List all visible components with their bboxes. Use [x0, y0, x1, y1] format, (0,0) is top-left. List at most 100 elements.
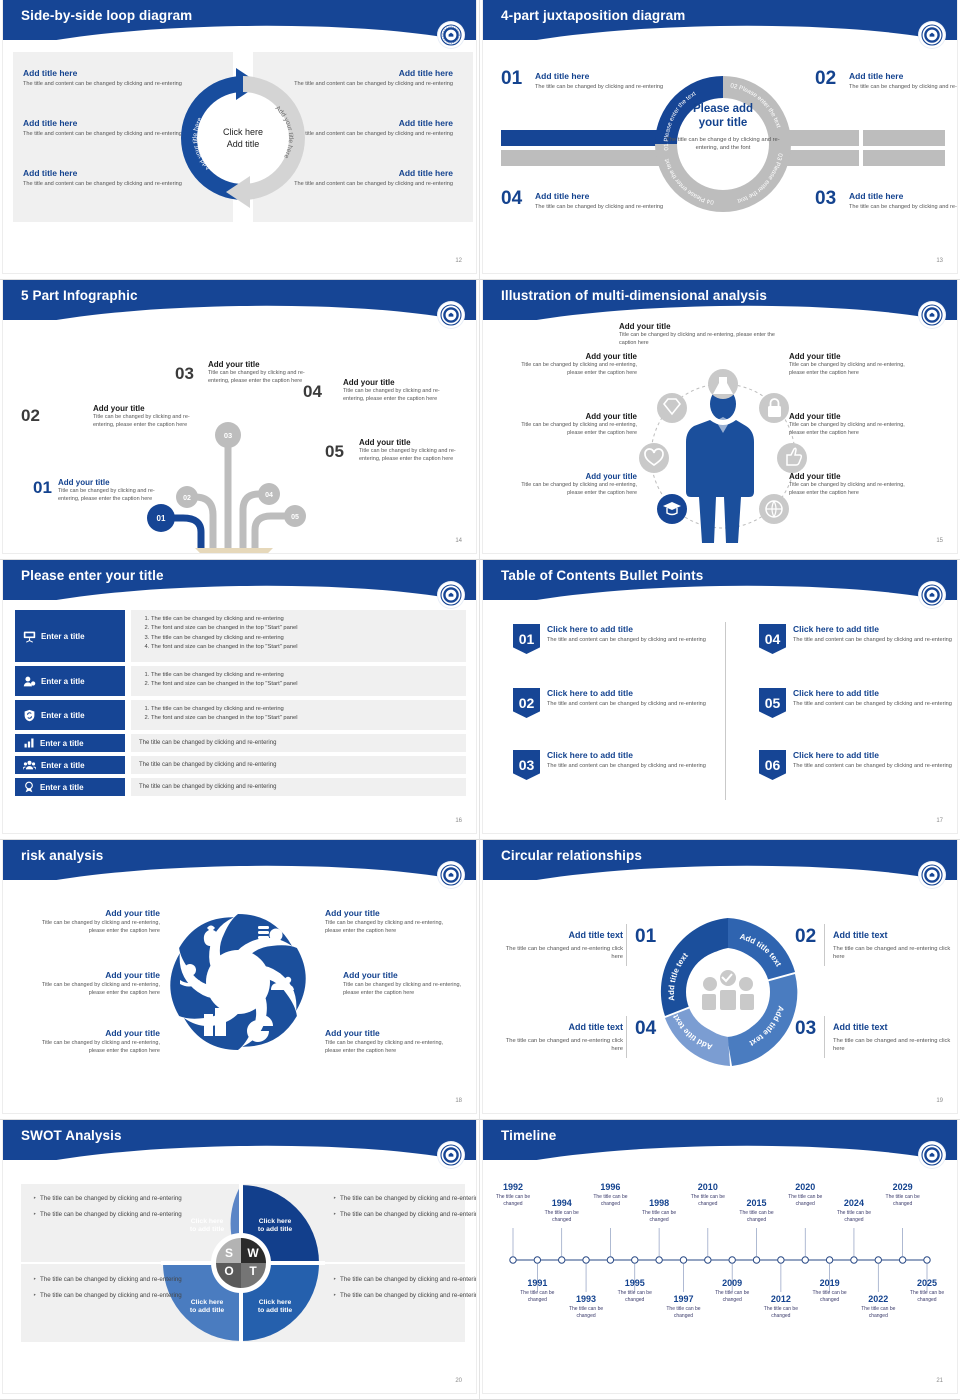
row-6[interactable]: Enter a title The title can be changed b…	[15, 778, 466, 796]
timeline-marker[interactable]	[655, 1256, 663, 1264]
item-02[interactable]: Add title text The title can be changed …	[833, 930, 957, 962]
timeline-event-above-1996[interactable]: 1996 The title can be changed	[584, 1182, 636, 1209]
item-03[interactable]: Add title text The title can be changed …	[833, 1022, 957, 1054]
timeline-marker[interactable]	[558, 1256, 566, 1264]
timeline-event-above-2020[interactable]: 2020 The title can be changed	[779, 1182, 831, 1209]
risk-item-left-2[interactable]: Add your title Title can be changed by c…	[25, 970, 160, 998]
timeline-marker[interactable]	[752, 1256, 761, 1264]
slide-5-part-infographic[interactable]: 5 Part Infographic 01 02 03 04 05 01 Add…	[0, 280, 480, 560]
timeline-event-below-2012[interactable]: 2012 The title can be changed	[755, 1294, 807, 1321]
item-01[interactable]: Add title text The title can be changed …	[493, 930, 623, 962]
timeline-marker[interactable]	[728, 1256, 736, 1264]
item-top[interactable]: Add your title Title can be changed by c…	[619, 322, 779, 348]
item-01[interactable]: Add your title Title can be changed by c…	[58, 478, 168, 504]
timeline-event-below-2009[interactable]: 2009 The title can be changed	[706, 1278, 758, 1305]
timeline-marker[interactable]	[874, 1256, 882, 1264]
timeline-event-above-1992[interactable]: 1992 The title can be changed	[487, 1182, 539, 1209]
toc-item-01[interactable]: 01 Click here to add title The title and…	[513, 624, 713, 654]
item-01[interactable]: Add title here The title can be changed …	[535, 71, 670, 91]
item-right-3[interactable]: Add your title Title can be changed by c…	[789, 472, 909, 498]
item-04[interactable]: Add title here The title can be changed …	[535, 191, 670, 211]
timeline-event-below-1997[interactable]: 1997 The title can be changed	[657, 1294, 709, 1321]
row-3[interactable]: Enter a title The title can be changed b…	[15, 700, 466, 730]
timeline-marker[interactable]	[606, 1256, 615, 1264]
item-left-3[interactable]: Add your title Title can be changed by c…	[517, 472, 637, 498]
slide-circular-relationships[interactable]: Circular relationships Add title text Ad…	[480, 840, 960, 1120]
slide-table-of-contents[interactable]: Table of Contents Bullet Points 01 Click…	[480, 560, 960, 840]
item-02[interactable]: Add title here The title can be changed …	[849, 71, 957, 91]
loop-item-right-3[interactable]: Add title here The title and content can…	[293, 168, 453, 188]
slide-4-part-juxtaposition-diagram[interactable]: 4-part juxtaposition diagram 01 Add titl…	[480, 0, 960, 280]
timeline-marker[interactable]	[825, 1256, 834, 1264]
loop-item-left-2[interactable]: Add title here The title and content can…	[23, 118, 183, 138]
timeline-marker[interactable]	[679, 1256, 688, 1264]
toc-item-03[interactable]: 03 Click here to add title The title and…	[513, 750, 713, 780]
row-1[interactable]: Enter a title The title can be changed b…	[15, 610, 466, 662]
row-2[interactable]: Enter a title The title can be changed b…	[15, 666, 466, 696]
toc-item-05[interactable]: 05 Click here to add title The title and…	[759, 688, 957, 718]
timeline-event-above-1998[interactable]: 1998 The title can be changed	[633, 1198, 685, 1225]
slide-please-enter-your-title[interactable]: Please enter your title Enter a title Th…	[0, 560, 480, 840]
swot-quadrant-top-left[interactable]: The title can be changed by clicking and…	[33, 1194, 183, 1225]
swot-quadrant-top-right[interactable]: The title can be changed by clicking and…	[333, 1194, 476, 1225]
risk-item-right-1[interactable]: Add your title Title can be changed by c…	[325, 908, 460, 936]
loop-item-left-3[interactable]: Add title here The title and content can…	[23, 168, 183, 188]
analysis-ring-svg[interactable]	[628, 346, 818, 553]
item-right-2[interactable]: Add your title Title can be changed by c…	[789, 412, 909, 438]
item-04[interactable]: Add title text The title can be changed …	[493, 1022, 623, 1054]
risk-item-left-3[interactable]: Add your title Title can be changed by c…	[25, 1028, 160, 1056]
timeline-marker[interactable]	[801, 1256, 809, 1264]
timeline-event-below-2022[interactable]: 2022 The title can be changed	[852, 1294, 904, 1321]
slide-side-by-side-loop-diagram[interactable]: Side-by-side loop diagram Add title here…	[0, 0, 480, 280]
loop-arrow-diagram[interactable]: Add your title here Add your title here …	[178, 60, 308, 215]
item-04[interactable]: Add your title Title can be changed by c…	[343, 378, 455, 404]
timeline-marker[interactable]	[533, 1256, 542, 1264]
row-key-3[interactable]: Enter a title	[15, 700, 125, 730]
timeline-event-above-2010[interactable]: 2010 The title can be changed	[682, 1182, 734, 1209]
timeline-event-below-1991[interactable]: 1991 The title can be changed	[511, 1278, 563, 1305]
row-key-2[interactable]: Enter a title	[15, 666, 125, 696]
swot-quadrant-bottom-right[interactable]: The title can be changed by clicking and…	[333, 1275, 476, 1306]
timeline-marker[interactable]	[850, 1256, 858, 1264]
pinwheel-svg[interactable]	[158, 902, 318, 1062]
pencil-tree-svg[interactable]: 01 02 03 04 05	[143, 380, 343, 553]
item-right-1[interactable]: Add your title Title can be changed by c…	[789, 352, 909, 378]
timeline-event-below-2019[interactable]: 2019 The title can be changed	[804, 1278, 856, 1305]
timeline-marker[interactable]	[582, 1256, 590, 1264]
loop-item-right-2[interactable]: Add title here The title and content can…	[293, 118, 453, 138]
loop-item-right-1[interactable]: Add title here The title and content can…	[293, 68, 453, 88]
timeline-event-below-1993[interactable]: 1993 The title can be changed	[560, 1294, 612, 1321]
timeline-marker[interactable]	[509, 1256, 517, 1264]
item-left-2[interactable]: Add your title Title can be changed by c…	[517, 412, 637, 438]
timeline-marker[interactable]	[923, 1256, 931, 1264]
timeline-marker[interactable]	[777, 1256, 785, 1264]
quadrant-ring-svg[interactable]: 01 Please enter the text 02 Please enter…	[645, 66, 801, 222]
toc-item-02[interactable]: 02 Click here to add title The title and…	[513, 688, 713, 718]
timeline-event-below-1995[interactable]: 1995 The title can be changed	[609, 1278, 661, 1305]
item-05[interactable]: Add your title Title can be changed by c…	[359, 438, 471, 464]
timeline-marker[interactable]	[631, 1256, 639, 1264]
toc-item-04[interactable]: 04 Click here to add title The title and…	[759, 624, 957, 654]
center-label[interactable]: Click here Add title	[223, 125, 263, 149]
item-03[interactable]: Add title here The title can be changed …	[849, 191, 957, 211]
timeline-event-above-1994[interactable]: 1994 The title can be changed	[536, 1198, 588, 1225]
row-key-5[interactable]: Enter a title	[15, 756, 125, 774]
timeline-event-above-2024[interactable]: 2024 The title can be changed	[828, 1198, 880, 1225]
item-03[interactable]: Add your title Title can be changed by c…	[208, 360, 316, 386]
slide-swot-analysis[interactable]: SWOT Analysis S W O T Click here to add …	[0, 1120, 480, 1400]
timeline-event-above-2015[interactable]: 2015 The title can be changed	[731, 1198, 783, 1225]
item-left-1[interactable]: Add your title Title can be changed by c…	[517, 352, 637, 378]
row-4[interactable]: Enter a title The title can be changed b…	[15, 734, 466, 752]
risk-item-right-2[interactable]: Add your title Title can be changed by c…	[343, 970, 476, 998]
swot-wheel-svg[interactable]: S W O T Click here to add title Click he…	[161, 1180, 325, 1346]
timeline-marker[interactable]	[898, 1256, 907, 1264]
circular-arrows-svg[interactable]: Add title text Add title text Add title …	[648, 912, 808, 1072]
slide-timeline[interactable]: Timeline 1992 The title can be changed 199…	[480, 1120, 960, 1400]
row-5[interactable]: Enter a title The title can be changed b…	[15, 756, 466, 774]
item-02[interactable]: Add your title Title can be changed by c…	[93, 404, 201, 430]
timeline-event-below-2025[interactable]: 2025 The title can be changed	[901, 1278, 953, 1305]
center-content[interactable]: Please add your title The title can be c…	[665, 102, 781, 153]
slide-multi-dimensional-analysis[interactable]: Illustration of multi-dimensional analys…	[480, 280, 960, 560]
timeline-marker[interactable]	[704, 1256, 712, 1264]
row-key-4[interactable]: Enter a title	[15, 734, 125, 752]
